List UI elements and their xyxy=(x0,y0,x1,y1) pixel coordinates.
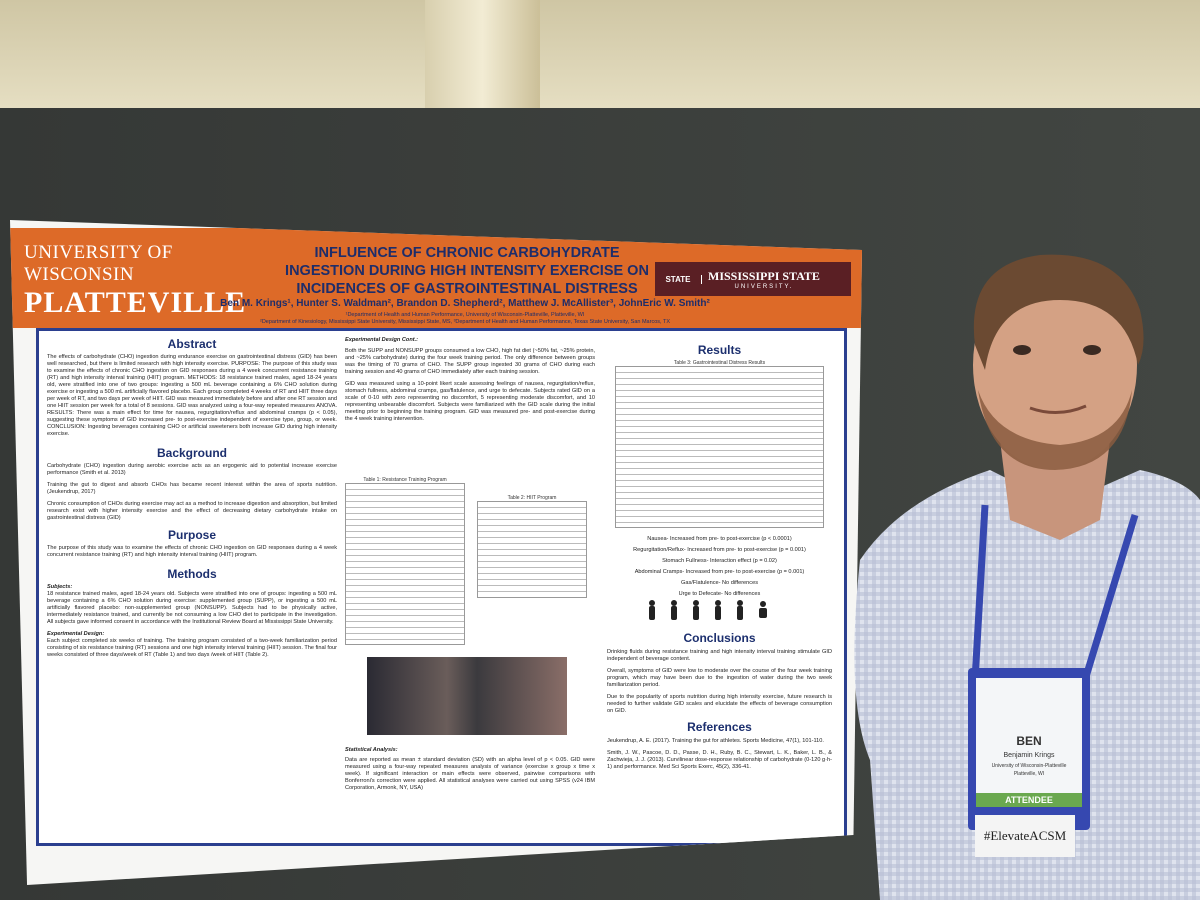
references-text: Jeukendrup, A. E. (2017). Training the g… xyxy=(607,738,832,771)
reference: Jeukendrup, A. E. (2017). Training the g… xyxy=(607,738,824,744)
title-line: INCIDENCES OF GASTROINTESTINAL DISTRESS xyxy=(296,281,638,297)
design-text: Both the SUPP and NONSUPP groups consume… xyxy=(345,348,595,423)
paragraph: Chronic consumption of CHOs during exerc… xyxy=(47,501,337,521)
hashtag-tag xyxy=(975,815,1075,857)
purpose-text: The purpose of this study was to examine… xyxy=(47,545,337,558)
badge-org: University of Wisconsin-Platteville xyxy=(992,763,1067,769)
table-grid xyxy=(477,501,587,598)
finding: Urge to Defecate- No differences xyxy=(678,591,761,597)
reference: Smith, J. W., Pascoe, D. D., Passe, D. H… xyxy=(607,750,832,770)
paragraph: Drinking fluids during resistance traini… xyxy=(607,649,832,662)
finding: Gas/Flatulence- No differences xyxy=(680,580,758,586)
beard xyxy=(978,390,1132,470)
table-caption: Table 1: Resistance Training Program xyxy=(363,477,447,483)
poster-title: INFLUENCE OF CHRONIC CARBOHYDRATE INGEST… xyxy=(272,244,662,298)
title-line: INFLUENCE OF CHRONIC CARBOHYDRATE xyxy=(314,245,620,261)
section-heading: Abstract xyxy=(167,337,217,351)
column-left: Abstract The effects of carbohydrate (CH… xyxy=(47,337,337,664)
lanyard xyxy=(971,504,1139,682)
paragraph: Due to the popularity of sports nutritio… xyxy=(607,694,832,714)
gym-photo xyxy=(367,657,567,735)
finding: Abdominal Cramps- Increased from pre- to… xyxy=(634,569,805,575)
uw-logo: UNIVERSITY OF WISCONSIN PLATTEVILLE xyxy=(24,242,274,320)
paragraph: Carbohydrate (CHO) ingestion during aero… xyxy=(47,463,337,476)
eye xyxy=(1013,345,1031,355)
finding: Regurgitation/Reflux- Increased from pre… xyxy=(633,547,806,553)
pillar xyxy=(425,0,540,112)
badge xyxy=(976,678,1082,793)
badge-name: Benjamin Krings xyxy=(1004,752,1055,759)
subheading: Subjects: xyxy=(47,584,73,590)
authors: Ben M. Krings¹, Hunter S. Waldman², Bran… xyxy=(220,298,710,309)
gi-icons xyxy=(649,600,767,620)
hashtag: #ElevateACSM xyxy=(984,828,1067,843)
section-heading: Purpose xyxy=(167,528,216,542)
section-heading: Background xyxy=(156,446,227,460)
msu-badge: STATE xyxy=(655,274,702,284)
table-grid xyxy=(345,483,465,645)
wall xyxy=(0,0,1200,112)
msu-sub: UNIVERSITY. xyxy=(734,283,794,290)
section-heading: Methods xyxy=(167,567,217,581)
poster-body: Abstract The effects of carbohydrate (CH… xyxy=(36,328,847,846)
subheading: Statistical Analysis: xyxy=(345,747,398,753)
section-heading: Conclusions xyxy=(683,631,756,645)
section-heading: Results xyxy=(697,343,742,357)
badge-city: Platteville, WI xyxy=(1014,771,1044,777)
affiliations: ¹Department of Health and Human Performa… xyxy=(165,312,765,326)
paragraph: GID was measured using a 10-point likert… xyxy=(345,381,595,422)
title-line: INGESTION DURING HIGH INTENSITY EXERCISE… xyxy=(285,263,649,279)
statistics: Statistical Analysis: Data are reported … xyxy=(345,747,595,797)
finding: Stomach Fullness- Interaction effect (p … xyxy=(662,558,777,564)
affiliation: ¹Department of Health and Human Performa… xyxy=(345,312,585,318)
section-heading: References xyxy=(687,720,752,734)
affiliation: ²Department of Kinesiology, Mississippi … xyxy=(259,319,670,325)
table-1: Table 1: Resistance Training Program xyxy=(345,477,465,645)
conclusions-text: Drinking fluids during resistance traini… xyxy=(607,649,832,715)
paragraph: Each subject completed six weeks of trai… xyxy=(47,638,337,658)
badge-type: ATTENDEE xyxy=(1005,795,1053,805)
badge-nickname: BEN xyxy=(1016,734,1041,748)
poster: UNIVERSITY OF WISCONSIN PLATTEVILLE INFL… xyxy=(10,220,862,885)
abstract-text: The effects of carbohydrate (CHO) ingest… xyxy=(47,354,337,437)
table-caption: Table 2: HIIT Program xyxy=(507,495,557,501)
msu-name: MISSISSIPPI STATE xyxy=(708,268,820,283)
uw-line1: UNIVERSITY OF WISCONSIN xyxy=(24,242,173,285)
table-2: Table 2: HIIT Program xyxy=(477,495,587,598)
column-middle: Experimental Design Cont.: Both the SUPP… xyxy=(345,337,595,791)
paragraph: 18 resistance trained males, aged 18-24 … xyxy=(47,591,337,625)
paragraph: Overall, symptoms of GID were low to mod… xyxy=(607,668,832,688)
eye xyxy=(1083,345,1101,355)
badge-strip xyxy=(976,793,1082,807)
table-grid xyxy=(615,366,824,528)
msu-logo: STATE MISSISSIPPI STATE UNIVERSITY. xyxy=(655,262,851,296)
subheading: Experimental Design Cont.: xyxy=(345,337,419,343)
paragraph: Data are reported as mean ± standard dev… xyxy=(345,757,595,791)
table-caption: Table 3: Gastrointestinal Distress Resul… xyxy=(673,360,766,366)
paragraph: Training the gut to digest and absorb CH… xyxy=(47,482,337,495)
column-right: Results Table 3: Gastrointestinal Distre… xyxy=(607,343,832,776)
hair xyxy=(973,254,1144,370)
methods-text: Subjects: 18 resistance trained males, a… xyxy=(47,584,337,659)
uw-line2: PLATTEVILLE xyxy=(24,286,247,319)
mouth xyxy=(1029,404,1087,414)
subheading: Experimental Design: xyxy=(47,631,105,637)
background-text: Carbohydrate (CHO) ingestion during aero… xyxy=(47,463,337,522)
findings: Nausea- Increased from pre- to post-exer… xyxy=(607,534,832,600)
finding: Nausea- Increased from pre- to post-exer… xyxy=(647,536,792,542)
paragraph: Both the SUPP and NONSUPP groups consume… xyxy=(345,348,595,375)
